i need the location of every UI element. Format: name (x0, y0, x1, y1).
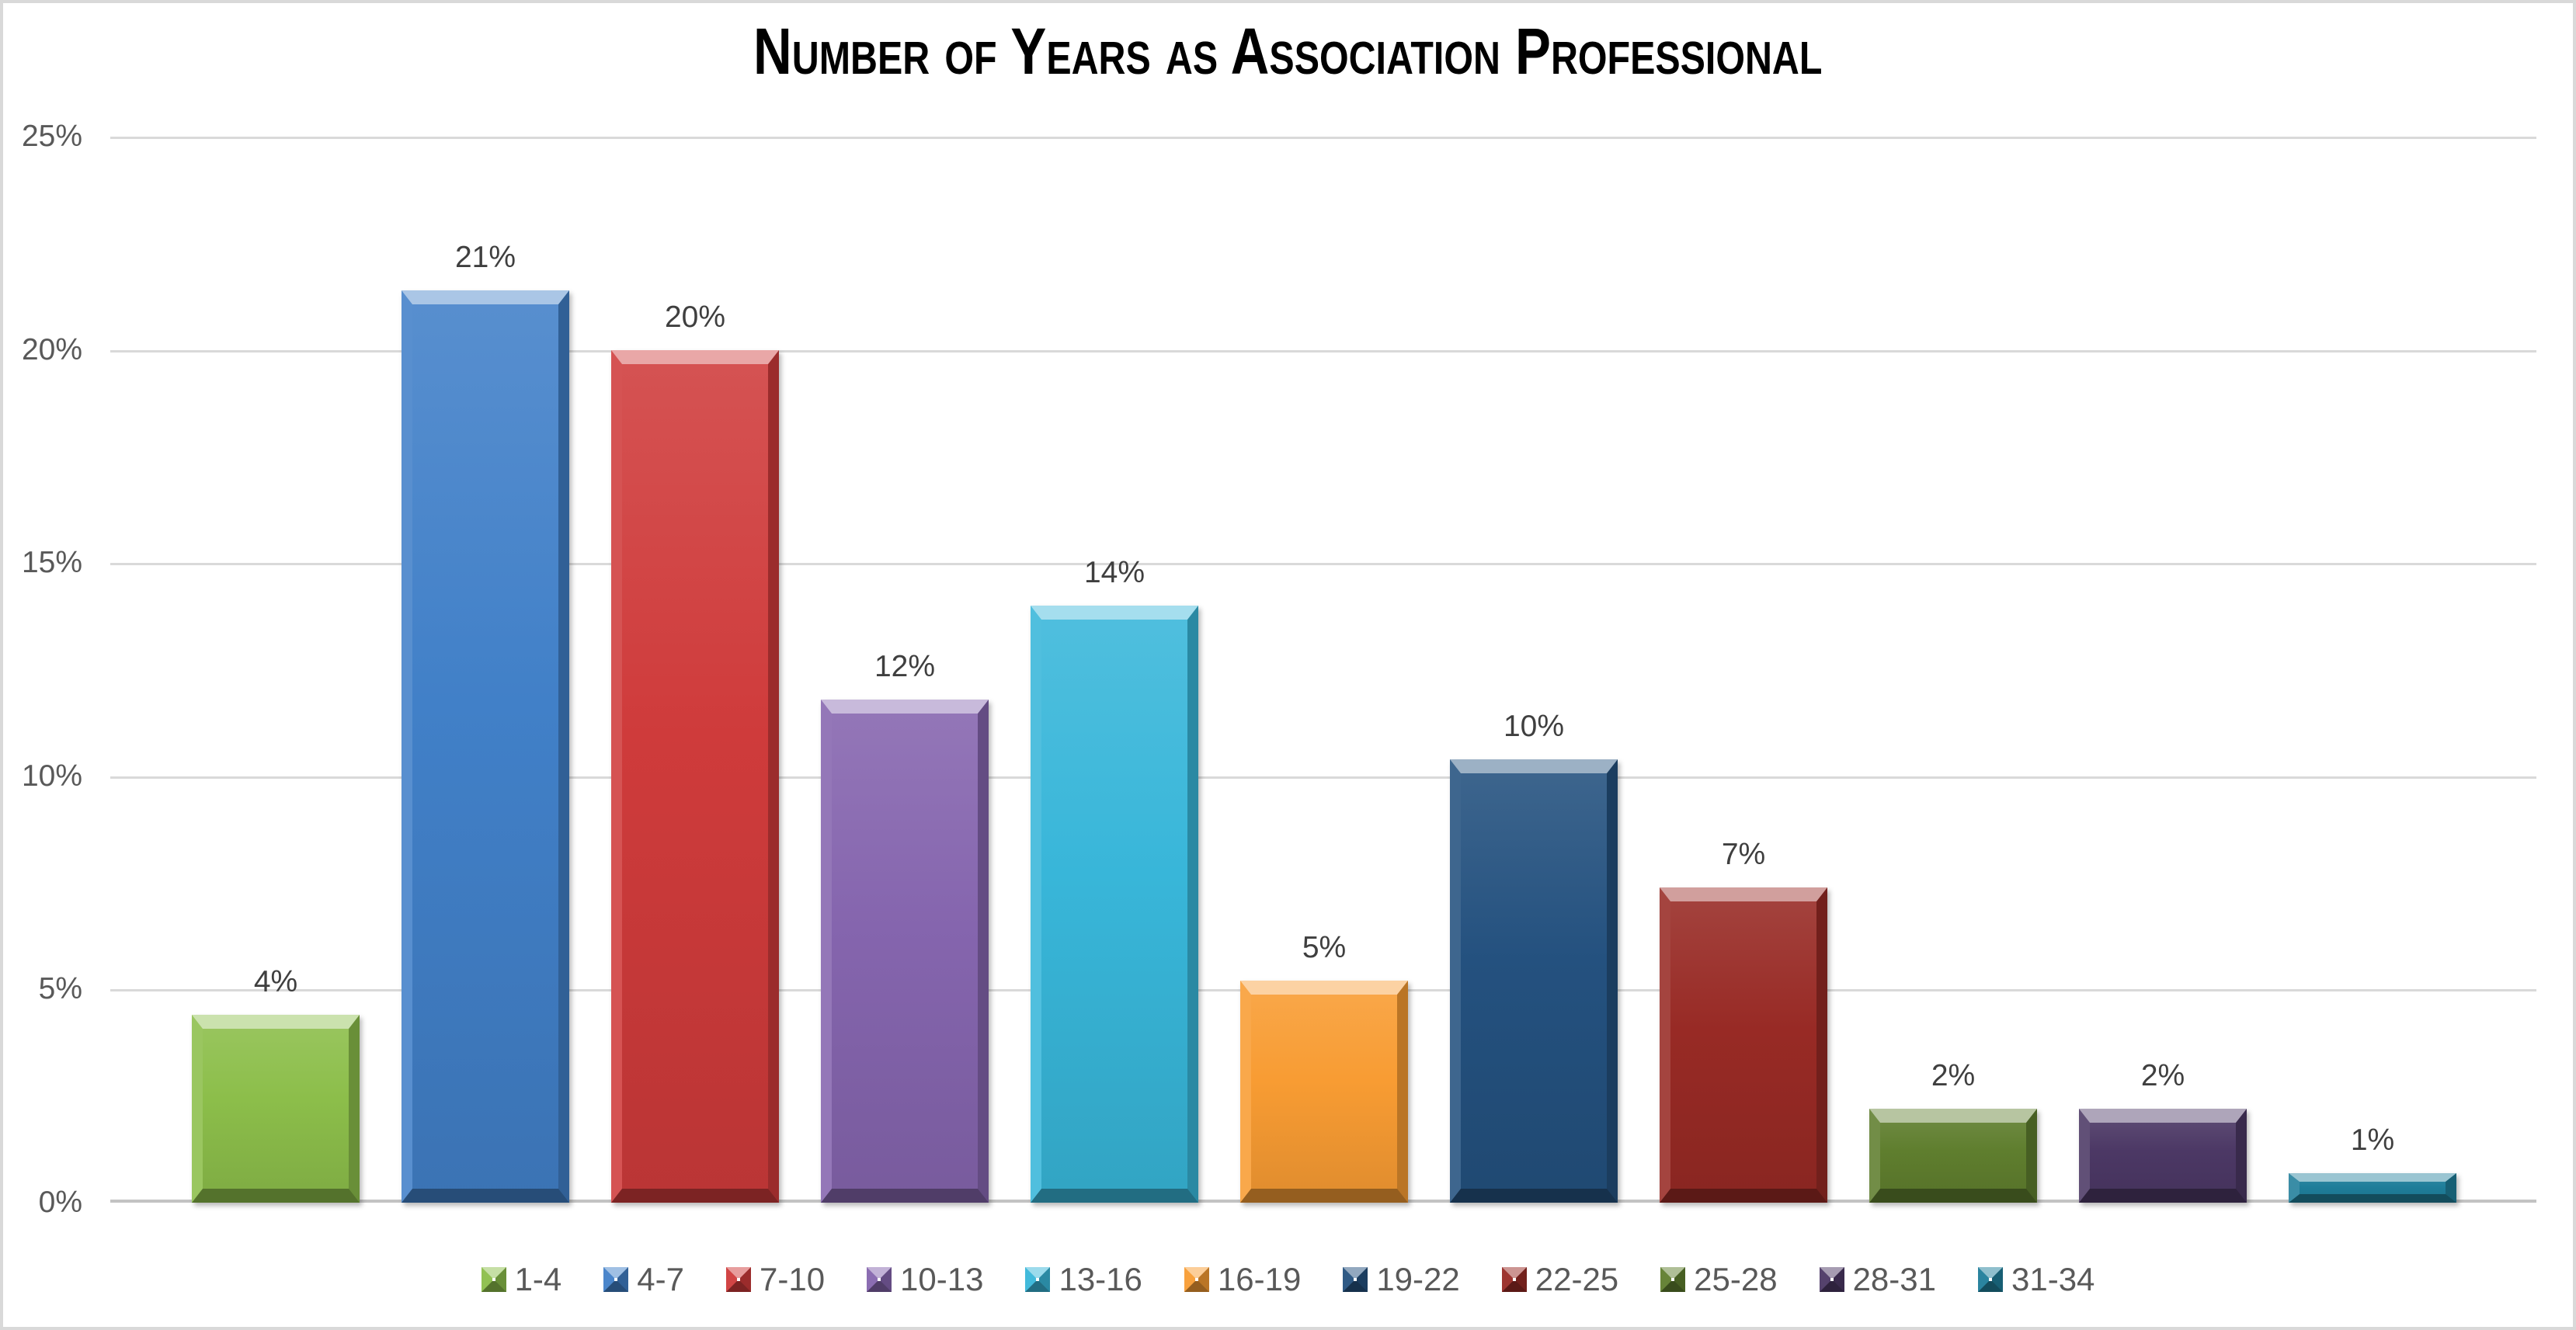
legend-marker-icon (1025, 1267, 1051, 1292)
legend-marker-icon (725, 1267, 751, 1292)
legend-item-28-31: 28-31 (1819, 1261, 1936, 1298)
legend-label: 25-28 (1694, 1261, 1778, 1297)
y-tick-label: 15% (21, 546, 82, 579)
bar-value-label: 7% (1721, 838, 1766, 871)
legend-item-7-10: 7-10 (725, 1261, 826, 1298)
bar-value-label: 14% (1083, 556, 1145, 589)
gridline (110, 137, 2536, 139)
y-tick-label: 25% (21, 120, 82, 153)
bar-25-28 (1869, 1109, 2037, 1203)
bar-bevel (1660, 887, 1827, 1203)
bar-value-label: 10% (1503, 710, 1565, 743)
title-row: Number of Years as Association Professio… (3, 14, 2573, 89)
bar-value-label: 2% (1931, 1059, 1976, 1092)
bar-bevel (2289, 1173, 2456, 1203)
bar-bevel (1240, 981, 1408, 1203)
bar-28-31 (2079, 1109, 2247, 1203)
legend-marker-icon (1819, 1267, 1844, 1292)
bar-bevel (611, 350, 779, 1203)
bar-bevel (1869, 1109, 2037, 1203)
legend-item-4-7: 4-7 (603, 1261, 684, 1298)
bar-bevel (402, 290, 569, 1203)
bar-13-16 (1031, 606, 1198, 1203)
legend-marker-icon (1343, 1267, 1368, 1292)
legend-item-10-13: 10-13 (867, 1261, 983, 1298)
legend-label: 4-7 (637, 1261, 684, 1297)
bar-16-19 (1240, 981, 1408, 1203)
legend-marker-icon (1501, 1267, 1527, 1292)
bar-4-7 (402, 290, 569, 1203)
legend-item-22-25: 22-25 (1501, 1261, 1619, 1298)
bar-value-label: 5% (1302, 931, 1347, 964)
bar-7-10 (611, 350, 779, 1203)
legend-label: 22-25 (1535, 1261, 1619, 1297)
bar-bevel (192, 1015, 360, 1203)
legend: 1-4 4-7 7-10 10-13 13-16 16-19 19-22 22-25 25-28… (3, 1255, 2573, 1304)
legend-label: 7-10 (759, 1261, 826, 1297)
gridline (110, 776, 2536, 779)
plot-area: 4% 21% 20% 12% 14% 5% 10% 7% 2% 2% 1% (110, 137, 2536, 1203)
y-tick-label: 20% (21, 333, 82, 366)
y-tick-label: 10% (21, 759, 82, 793)
bar-value-label: 12% (874, 650, 936, 683)
chart-title: Number of Years as Association Professio… (753, 15, 1823, 88)
gridline (110, 350, 2536, 352)
bar-bevel (1450, 759, 1618, 1203)
legend-label: 13-16 (1059, 1261, 1142, 1297)
legend-label: 28-31 (1852, 1261, 1936, 1297)
y-tick-label: 0% (38, 1186, 82, 1219)
legend-marker-icon (1978, 1267, 2003, 1292)
bar-bevel (821, 700, 989, 1203)
legend-marker-icon (603, 1267, 629, 1292)
legend-label: 1-4 (514, 1261, 562, 1297)
legend-item-31-34: 31-34 (1978, 1261, 2095, 1298)
legend-marker-icon (867, 1267, 892, 1292)
legend-item-13-16: 13-16 (1025, 1261, 1142, 1298)
legend-label: 10-13 (900, 1261, 984, 1297)
bar-value-label: 20% (664, 300, 726, 334)
gridline (110, 563, 2536, 565)
y-tick-label: 5% (38, 972, 82, 1005)
bar-bevel (2079, 1109, 2247, 1203)
legend-item-16-19: 16-19 (1184, 1261, 1301, 1298)
bar-31-34 (2289, 1173, 2456, 1203)
bar-1-4 (192, 1015, 360, 1203)
legend-marker-icon (481, 1267, 506, 1292)
legend-label: 31-34 (2011, 1261, 2095, 1297)
legend-marker-icon (1660, 1267, 1686, 1292)
legend-item-25-28: 25-28 (1660, 1261, 1778, 1298)
bar-22-25 (1660, 887, 1827, 1203)
legend-item-19-22: 19-22 (1343, 1261, 1460, 1298)
bar-value-label: 1% (2350, 1123, 2395, 1157)
legend-label: 19-22 (1376, 1261, 1460, 1297)
bar-19-22 (1450, 759, 1618, 1203)
bar-value-label: 21% (454, 241, 516, 274)
bar-value-label: 2% (2140, 1059, 2185, 1092)
legend-marker-icon (1184, 1267, 1209, 1292)
legend-label: 16-19 (1217, 1261, 1302, 1297)
bar-10-13 (821, 700, 989, 1203)
legend-item-1-4: 1-4 (481, 1261, 562, 1298)
bar-value-label: 4% (253, 965, 298, 998)
bar-bevel (1031, 606, 1198, 1203)
